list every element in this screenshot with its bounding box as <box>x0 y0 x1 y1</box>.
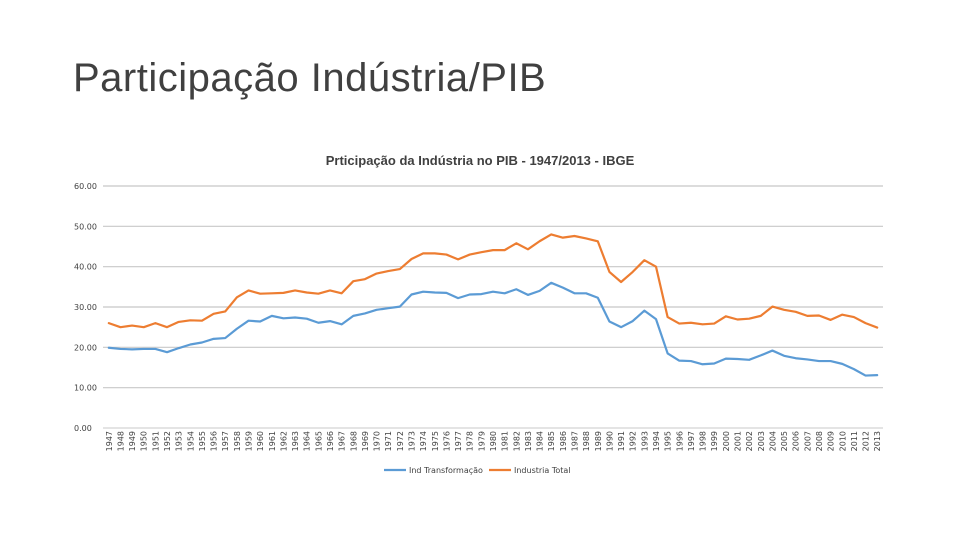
x-tick-label: 1961 <box>268 431 277 451</box>
x-tick-label: 1985 <box>547 431 556 451</box>
x-tick-label: 1955 <box>198 431 207 451</box>
y-tick-label: 60.00 <box>74 182 97 191</box>
x-tick-label: 1950 <box>140 431 149 451</box>
x-tick-label: 1983 <box>524 431 533 451</box>
x-tick-label: 2002 <box>745 431 754 451</box>
x-tick-label: 2000 <box>722 431 731 451</box>
x-tick-label: 1966 <box>326 431 335 451</box>
series-line <box>107 281 879 377</box>
x-tick-label: 1982 <box>512 431 521 451</box>
x-tick-label: 1977 <box>454 431 463 451</box>
x-tick-label: 1960 <box>256 431 265 451</box>
x-tick-label: 1996 <box>675 431 684 451</box>
x-tick-label: 1973 <box>408 431 417 451</box>
y-axis-ticks: 0.00 10.00 20.00 30.00 40.00 50.00 60.00 <box>74 182 97 433</box>
y-tick-label: 40.00 <box>74 263 97 272</box>
x-tick-label: 1979 <box>477 431 486 451</box>
x-tick-label: 1980 <box>489 431 498 451</box>
x-tick-label: 2005 <box>780 431 789 451</box>
x-tick-label: 1953 <box>175 431 184 451</box>
x-tick-label: 2012 <box>862 431 871 451</box>
x-tick-label: 1997 <box>687 431 696 451</box>
x-tick-label: 1971 <box>384 431 393 451</box>
x-tick-label: 1956 <box>210 431 219 451</box>
slide-title: Participação Indústria/PIB <box>73 56 547 100</box>
x-tick-label: 1989 <box>594 431 603 451</box>
x-tick-label: 2007 <box>803 431 812 451</box>
x-tick-label: 1976 <box>442 431 451 451</box>
x-tick-label: 1995 <box>664 431 673 451</box>
x-tick-label: 1988 <box>582 431 591 451</box>
x-tick-label: 2011 <box>850 431 859 451</box>
x-tick-label: 1954 <box>186 431 195 451</box>
chart-series <box>107 233 879 377</box>
x-tick-label: 1998 <box>699 431 708 451</box>
x-tick-label: 1986 <box>559 431 568 451</box>
x-tick-label: 1948 <box>116 431 125 451</box>
y-tick-label: 20.00 <box>74 343 97 352</box>
x-tick-label: 1952 <box>163 431 172 451</box>
x-tick-label: 1992 <box>629 431 638 451</box>
x-tick-label: 1978 <box>466 431 475 451</box>
x-tick-label: 1949 <box>128 431 137 451</box>
x-tick-label: 1975 <box>431 431 440 451</box>
y-tick-label: 10.00 <box>74 384 97 393</box>
x-tick-label: 2003 <box>757 431 766 451</box>
x-tick-label: 1990 <box>605 431 614 451</box>
x-tick-label: 1969 <box>361 431 370 451</box>
y-tick-label: 50.00 <box>74 222 97 231</box>
x-tick-label: 1967 <box>338 431 347 451</box>
legend-label: Ind Transformação <box>409 466 483 475</box>
x-tick-label: 1962 <box>279 431 288 451</box>
x-tick-label: 1963 <box>291 431 300 451</box>
x-tick-label: 1947 <box>105 431 114 451</box>
x-tick-label: 1974 <box>419 431 428 451</box>
x-tick-label: 1981 <box>501 431 510 451</box>
x-tick-label: 1972 <box>396 431 405 451</box>
x-tick-label: 1993 <box>640 431 649 451</box>
x-tick-label: 2001 <box>733 431 742 451</box>
series-line <box>107 233 879 329</box>
x-tick-label: 2009 <box>827 431 836 451</box>
x-tick-label: 1984 <box>536 431 545 451</box>
chart-gridlines <box>103 185 883 429</box>
x-tick-label: 2013 <box>873 431 882 451</box>
x-tick-label: 2004 <box>768 431 777 451</box>
x-tick-label: 1968 <box>349 431 358 451</box>
x-tick-label: 2006 <box>792 431 801 451</box>
y-tick-label: 30.00 <box>74 303 97 312</box>
x-tick-label: 1999 <box>710 431 719 451</box>
chart-title: Prticipação da Indústria no PIB - 1947/2… <box>326 153 635 168</box>
x-axis-ticks: 1947 1948 1949 1950 1951 1952 1953 1954 1955 1956… <box>105 431 882 451</box>
x-tick-label: 2010 <box>838 431 847 451</box>
x-tick-label: 1965 <box>314 431 323 451</box>
x-tick-label: 1964 <box>303 431 312 451</box>
x-tick-label: 1957 <box>221 431 230 451</box>
x-tick-label: 1958 <box>233 431 242 451</box>
x-tick-label: 1959 <box>245 431 254 451</box>
x-tick-label: 1987 <box>570 431 579 451</box>
x-tick-label: 1970 <box>373 431 382 451</box>
x-tick-label: 1951 <box>151 431 160 451</box>
y-tick-label: 0.00 <box>74 424 92 433</box>
x-tick-label: 1994 <box>652 431 661 451</box>
chart-legend: Ind Transformação Industria Total <box>384 466 571 475</box>
x-tick-label: 2008 <box>815 431 824 451</box>
legend-label: Industria Total <box>514 466 571 475</box>
x-tick-label: 1991 <box>617 431 626 451</box>
